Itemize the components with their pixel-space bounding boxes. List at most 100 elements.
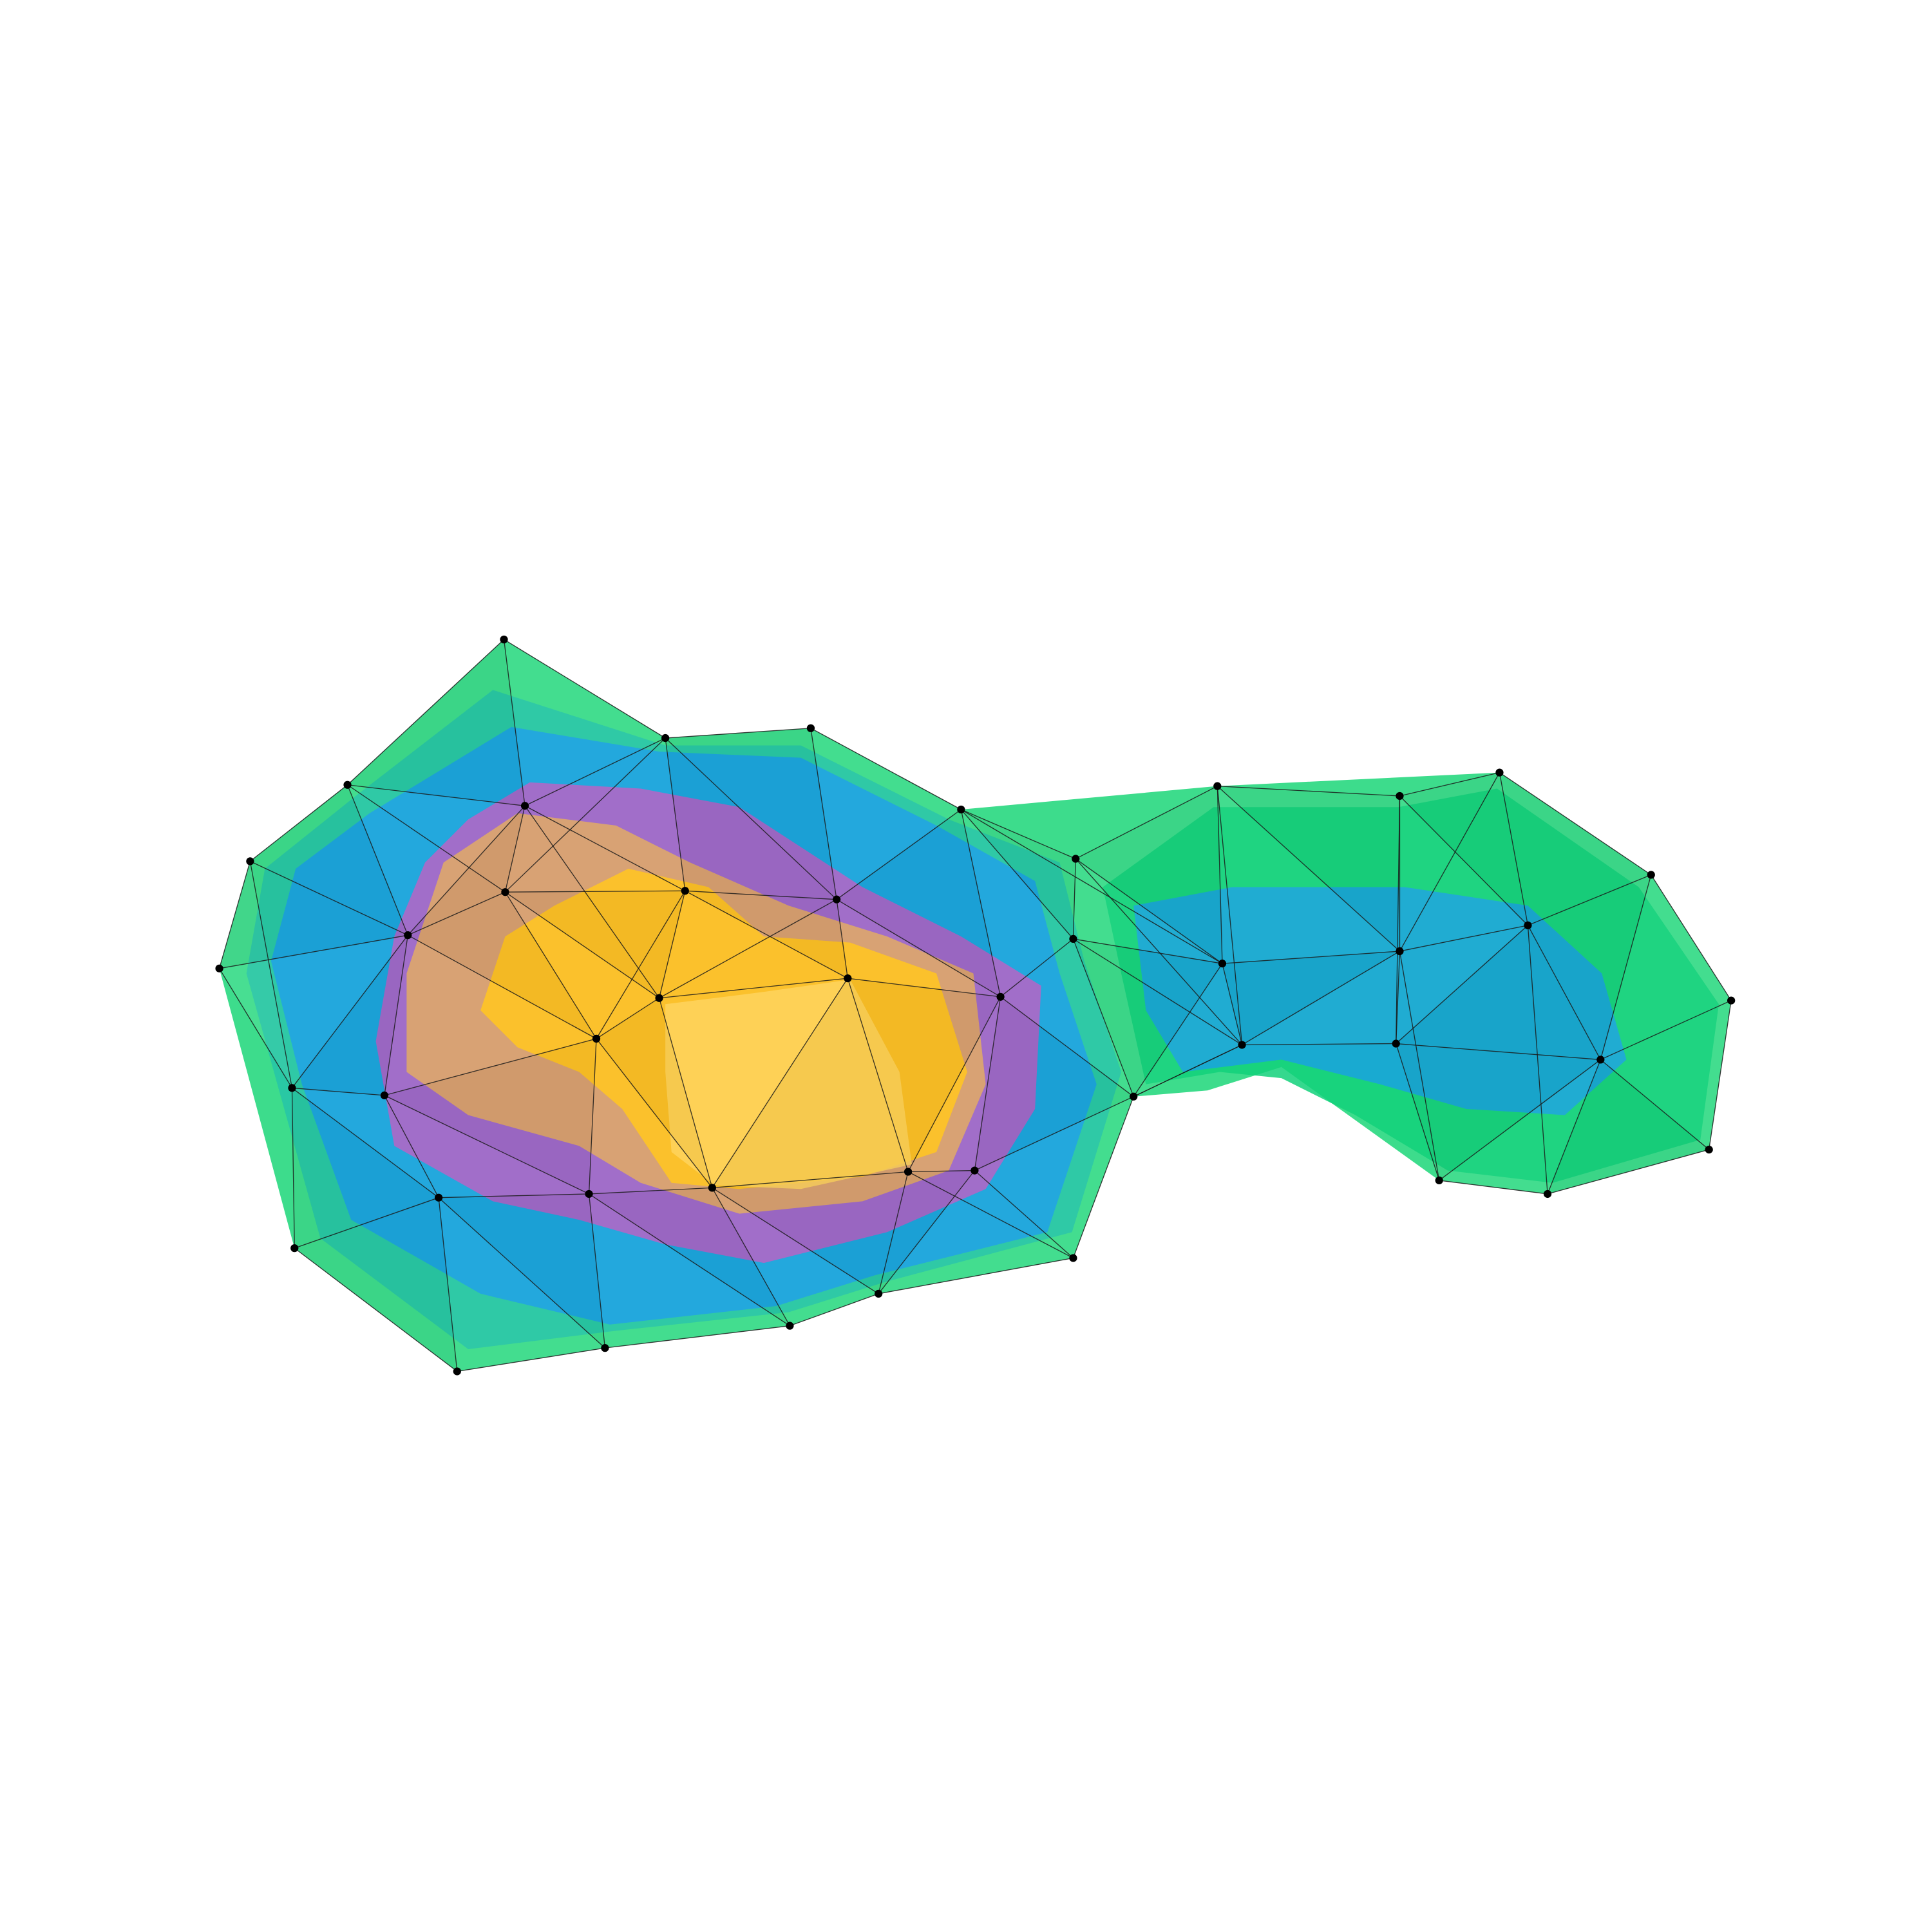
mesh-edge (1073, 938, 1223, 964)
mesh-edge (596, 890, 686, 1039)
mesh-edge (1547, 1059, 1601, 1195)
band-blue-right (1133, 887, 1627, 1115)
mesh-edge (1133, 963, 1223, 1097)
mesh-edge (219, 934, 408, 969)
mesh-edge (960, 809, 1001, 997)
mesh-edge (588, 1193, 606, 1349)
mesh-edge (810, 728, 837, 900)
mesh-edge (589, 1193, 790, 1327)
mesh-vertex (1727, 996, 1736, 1005)
mesh-edge (1399, 772, 1500, 797)
mesh-edge (1075, 786, 1218, 860)
mesh-facet (348, 639, 526, 806)
mesh-edge (1651, 875, 1732, 1001)
mesh-edge (1399, 795, 1528, 926)
mesh-edge (658, 891, 686, 998)
mesh-edge (1499, 772, 1652, 875)
mesh-edge (790, 1293, 879, 1327)
mesh-edge (1600, 1059, 1710, 1150)
mesh-edge (659, 978, 848, 999)
mesh-vertex (806, 724, 815, 732)
mesh-edge (384, 935, 408, 1095)
mesh-edge (1222, 951, 1400, 964)
mesh-vertices (215, 635, 1736, 1376)
mesh-vertex (1396, 947, 1404, 956)
mesh-edge (908, 1170, 975, 1173)
mesh-edge (504, 639, 666, 739)
mesh-vertex (957, 805, 965, 814)
mesh-edge (1396, 1043, 1601, 1061)
mesh-edge (685, 890, 837, 900)
contour-bands (219, 639, 1732, 1372)
mesh-edge (1217, 786, 1400, 952)
mesh-vertex (1543, 1189, 1552, 1198)
mesh-edge (439, 1193, 589, 1198)
mesh-vertex (1213, 782, 1222, 790)
mesh-vertex (601, 1343, 609, 1352)
mesh-edge (1396, 795, 1401, 1044)
mesh-edge (848, 978, 1001, 998)
mesh-edge (907, 996, 1001, 1172)
mesh-edge (218, 968, 293, 1088)
mesh-edge (1075, 858, 1223, 964)
mesh-edge (1242, 1043, 1396, 1046)
mesh-vertex (832, 895, 841, 904)
mesh-vertex (786, 1321, 794, 1330)
mesh-vertex (1435, 1176, 1443, 1185)
mesh-vertex (501, 888, 509, 896)
mesh-edge (384, 1095, 439, 1198)
mesh-vertex (844, 974, 852, 983)
mesh-edge (1399, 951, 1440, 1181)
mesh-edge (605, 1325, 790, 1349)
mesh-edge (524, 805, 686, 891)
mesh-edge (1600, 875, 1652, 1060)
mesh-vertex (1069, 1254, 1077, 1262)
mesh-vertex (904, 1168, 913, 1176)
mesh-vertex (288, 1084, 296, 1092)
mesh-edge (836, 809, 961, 900)
mesh-edge (589, 1187, 712, 1195)
mesh-edge (712, 978, 848, 1188)
mesh-edge (1439, 1059, 1601, 1181)
mesh-edge (407, 805, 526, 936)
mesh-vertex (1238, 1041, 1246, 1049)
mesh-edge (1073, 938, 1242, 1046)
mesh-edge (878, 1257, 1074, 1294)
mesh-edge (1527, 925, 1548, 1195)
mesh-edge (384, 1095, 589, 1195)
mesh-edge (1000, 996, 1134, 1097)
mesh-edge (504, 806, 526, 893)
mesh-vertex (1130, 1092, 1138, 1101)
mesh-edge (294, 1247, 458, 1372)
mesh-edge (249, 784, 348, 862)
mesh-edge (505, 891, 659, 999)
mesh-edge (847, 978, 909, 1172)
mesh-edge (1000, 938, 1074, 998)
mesh-vertex (585, 1189, 593, 1198)
mesh-vertex (404, 931, 412, 940)
mesh-edge (836, 899, 848, 979)
mesh-edge (878, 1171, 909, 1294)
mesh-vertex (520, 802, 529, 810)
mesh-edge (291, 1088, 295, 1249)
mesh-vertex (1072, 855, 1080, 863)
mesh-vertex (246, 857, 254, 866)
mesh-edge (218, 861, 251, 969)
mesh-edge (665, 737, 837, 900)
mesh-vertex (435, 1193, 443, 1202)
mesh-edge (294, 1197, 439, 1249)
mesh-edge (384, 1038, 597, 1096)
mesh-edge (1439, 1180, 1548, 1195)
mesh-edge (1709, 1000, 1732, 1150)
mesh-edge (1222, 963, 1243, 1045)
mesh-vertex (1069, 934, 1077, 943)
mesh-vertex (1495, 768, 1504, 777)
mesh-edge (1396, 1043, 1440, 1181)
mesh-vertex (1396, 791, 1404, 800)
mesh-vertex (655, 994, 663, 1002)
mesh-vertex (1524, 921, 1532, 929)
mesh-vertex (1218, 960, 1227, 968)
mesh-edge (457, 1347, 605, 1372)
mesh-vertex (1596, 1056, 1605, 1064)
